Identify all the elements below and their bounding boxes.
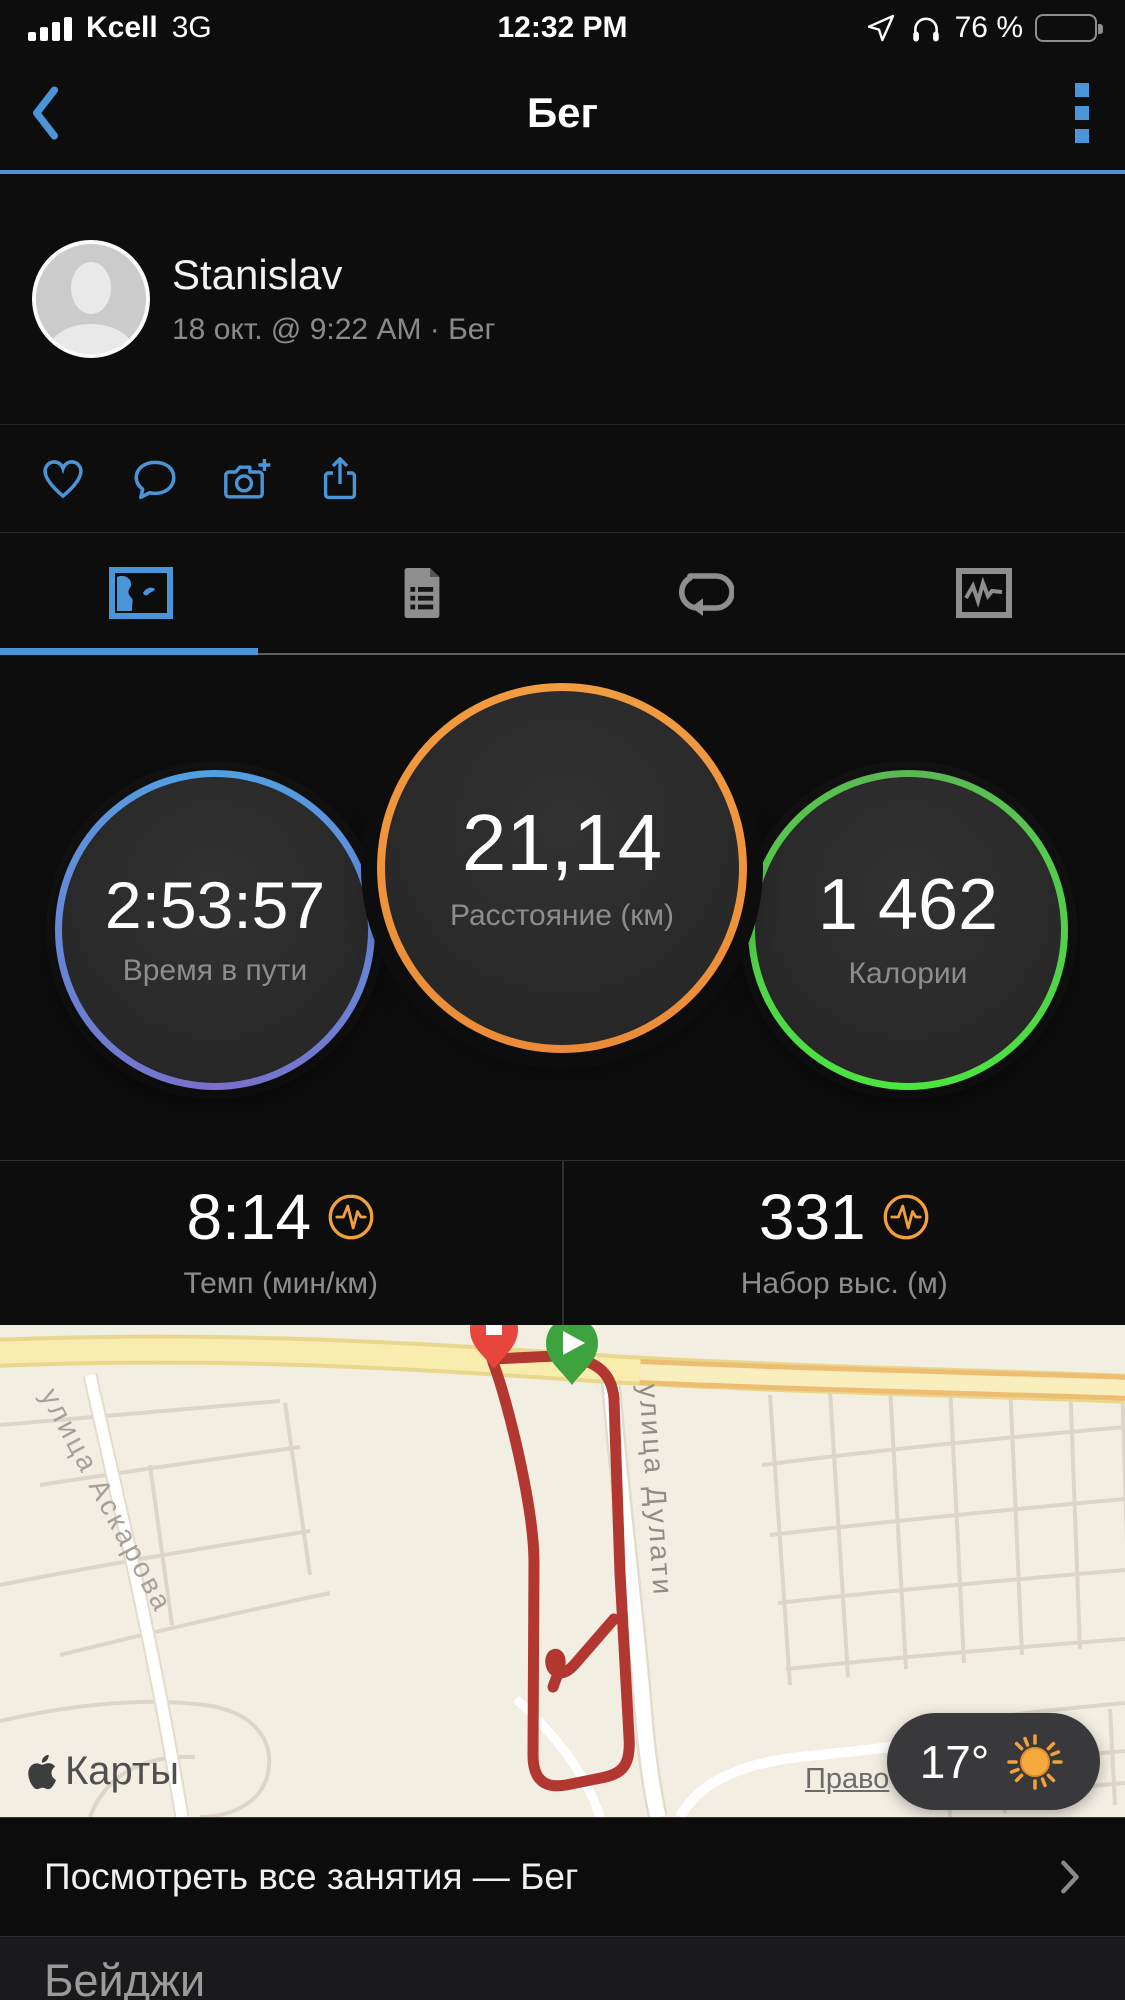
calories-value: 1 462: [817, 865, 999, 945]
calories-circle: 1 462 Калории: [748, 770, 1068, 1090]
chevron-right-icon: [1061, 1860, 1079, 1894]
weather-badge: 17°: [887, 1713, 1100, 1810]
calories-label: Калории: [848, 957, 968, 990]
comment-button[interactable]: [130, 454, 180, 504]
distance-label: Расстояние (км): [449, 899, 675, 932]
moving-time-label: Время в пути: [122, 954, 308, 987]
status-time: 12:32 PM: [497, 11, 628, 44]
signal-strength-icon: [28, 17, 72, 45]
elevation-metric: 331 Набор выс. (м): [561, 1161, 1125, 1325]
tab-laps[interactable]: [563, 533, 844, 653]
map-tab-icon: [108, 567, 173, 619]
add-photo-button[interactable]: [222, 454, 274, 504]
apple-maps-attribution[interactable]: Карты: [25, 1749, 179, 1794]
elevation-value: 331: [758, 1181, 866, 1253]
tab-map[interactable]: [0, 533, 281, 653]
maps-logo-label: Карты: [65, 1749, 179, 1793]
status-bar: Kcell 3G 12:32 PM 76 %: [0, 0, 1125, 56]
summary-circles: 2:53:57 Время в пути 1 462 Калории 21,14…: [0, 655, 1125, 1160]
elevation-label: Набор выс. (м): [740, 1267, 948, 1300]
route-polyline: [486, 1350, 635, 1792]
distance-circle: 21,14 Расстояние (км): [377, 683, 747, 1053]
location-arrow-icon: [867, 14, 894, 42]
moving-time-value: 2:53:57: [104, 868, 326, 942]
tab-bar: [0, 533, 1125, 655]
apple-logo-icon: [28, 1754, 57, 1789]
network-label: 3G: [171, 11, 212, 44]
tab-notes[interactable]: [281, 533, 562, 653]
notes-tab-icon: [404, 568, 440, 618]
user-name: Stanislav: [172, 251, 343, 298]
map-legal-link[interactable]: Право: [805, 1763, 890, 1795]
page-title: Бег: [526, 89, 599, 136]
pace-value: 8:14: [186, 1181, 312, 1253]
start-pin-green: [546, 1325, 598, 1385]
pulse-circle-icon: [883, 1194, 929, 1240]
share-button[interactable]: [316, 454, 364, 504]
carrier-label: Kcell: [86, 11, 158, 44]
activity-header: Stanislav 18 окт. @ 9:22 AM · Бег: [0, 174, 1125, 425]
badges-section: Бейджи: [0, 1937, 1125, 2000]
view-all-label: Посмотреть все занятия — Бег: [44, 1856, 579, 1897]
laps-tab-icon: [679, 573, 735, 616]
more-menu-button[interactable]: [1069, 77, 1095, 149]
action-row: [0, 425, 1125, 533]
view-all-activities-row[interactable]: Посмотреть все занятия — Бег: [0, 1817, 1125, 1937]
like-heart-button[interactable]: [38, 454, 88, 504]
finish-pin-red: [470, 1325, 518, 1369]
battery-icon: [1035, 14, 1103, 42]
pace-label: Темп (мин/км): [183, 1267, 379, 1300]
pulse-circle-icon: [328, 1194, 374, 1240]
distance-value: 21,14: [461, 798, 663, 887]
headphones-icon: [912, 17, 939, 42]
avatar[interactable]: [32, 240, 150, 358]
chart-tab-icon: [956, 568, 1013, 618]
nav-bar: Бег: [0, 56, 1125, 174]
activity-meta: 18 окт. @ 9:22 AM · Бег: [172, 313, 496, 346]
badges-header: Бейджи: [44, 1955, 206, 2000]
pace-metric: 8:14 Темп (мин/км): [0, 1161, 562, 1325]
moving-time-circle: 2:53:57 Время в пути: [55, 770, 375, 1090]
battery-percent-label: 76 %: [954, 11, 1023, 44]
route-map[interactable]: улица Дулати улица Аскарова Карты Право …: [0, 1325, 1125, 1817]
back-button[interactable]: [30, 86, 60, 140]
weather-temp: 17°: [919, 1735, 990, 1788]
secondary-metrics: 8:14 Темп (мин/км) 331 Набор выс. (м): [0, 1160, 1125, 1325]
map-canvas: [0, 1325, 1125, 1817]
active-tab-underline: [0, 648, 258, 655]
tab-chart[interactable]: [844, 533, 1125, 653]
sun-icon: [1007, 1733, 1064, 1790]
